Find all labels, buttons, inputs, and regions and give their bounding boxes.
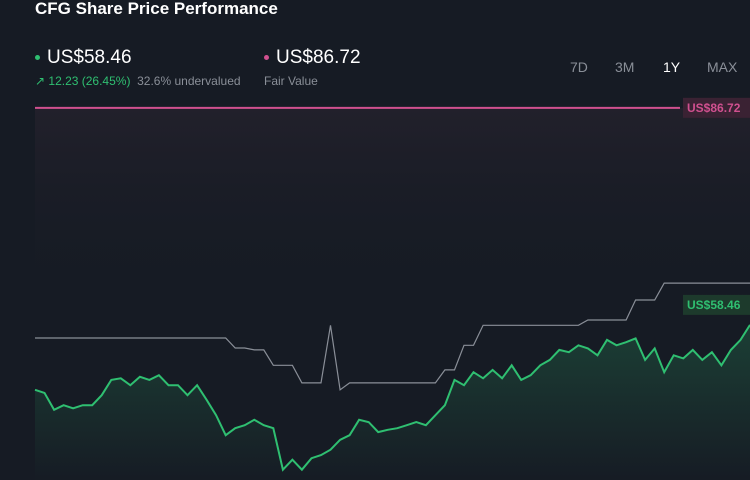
title: CFG Share Price Performance (35, 0, 278, 18)
range-button[interactable]: MAX (707, 59, 738, 75)
fair-row: US$86.72 (264, 47, 361, 69)
range-button[interactable]: 1Y (663, 59, 681, 75)
fair-zone (35, 108, 750, 308)
target-line (35, 282, 750, 391)
price-tag (683, 294, 750, 315)
fair-value: US$86.72 (276, 47, 361, 68)
fair-value-tag (683, 97, 750, 118)
change-value: 12.23 (26.45%) (48, 74, 131, 88)
change: ↗ 12.23 (26.45%) (35, 74, 131, 88)
price-line (34, 324, 750, 472)
price-tag-label: US$58.46 (687, 298, 741, 312)
range-button[interactable]: 3M (615, 59, 635, 75)
price-row: US$58.46 (35, 47, 132, 69)
fair-value-tag-label: US$86.72 (687, 101, 741, 115)
price: US$58.46 (47, 47, 132, 68)
fair-label: Fair Value (264, 74, 318, 88)
change-row: ↗ 12.23 (26.45%) 32.6% undervalued (35, 74, 241, 88)
area (35, 324, 750, 480)
valuation: 32.6% undervalued (137, 74, 241, 88)
range-button[interactable]: 7D (570, 59, 588, 75)
